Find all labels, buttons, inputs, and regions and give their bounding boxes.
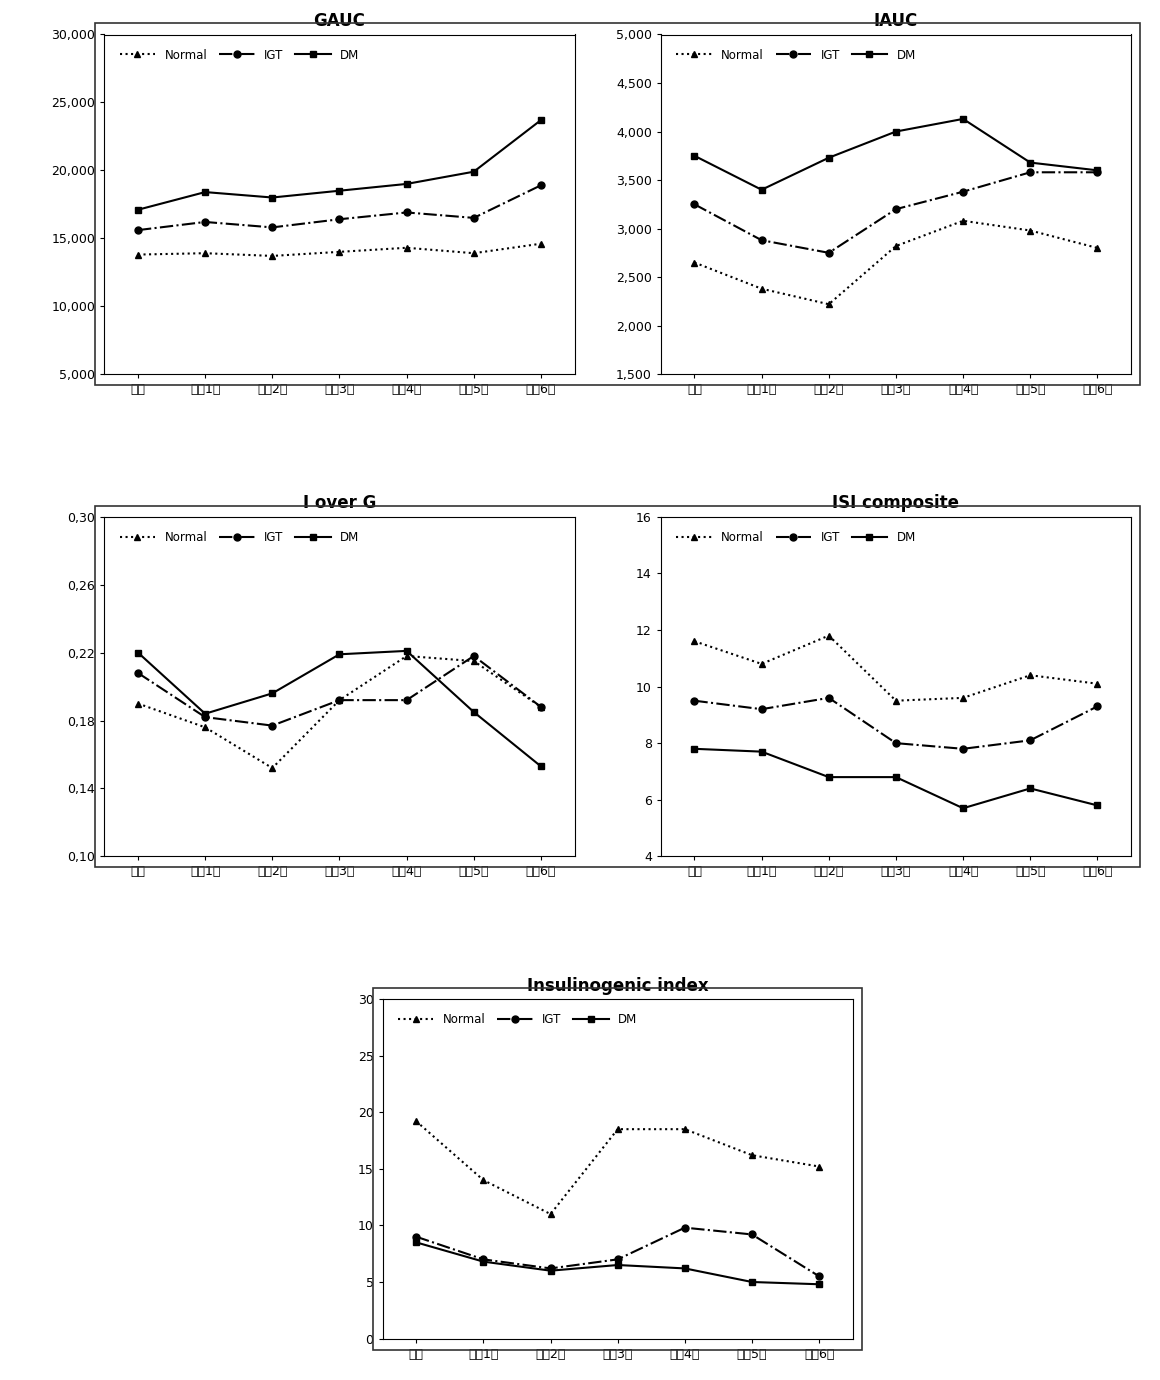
Legend: Normal, IGT, DM: Normal, IGT, DM [672, 44, 921, 66]
Legend: Normal, IGT, DM: Normal, IGT, DM [393, 1009, 643, 1031]
Title: IAUC: IAUC [873, 12, 918, 30]
Legend: Normal, IGT, DM: Normal, IGT, DM [672, 526, 921, 548]
Title: Insulinogenic index: Insulinogenic index [527, 977, 709, 995]
Title: I over G: I over G [303, 494, 376, 512]
Title: ISI composite: ISI composite [833, 494, 959, 512]
Title: GAUC: GAUC [313, 12, 365, 30]
Legend: Normal, IGT, DM: Normal, IGT, DM [115, 526, 364, 548]
Legend: Normal, IGT, DM: Normal, IGT, DM [115, 44, 364, 66]
